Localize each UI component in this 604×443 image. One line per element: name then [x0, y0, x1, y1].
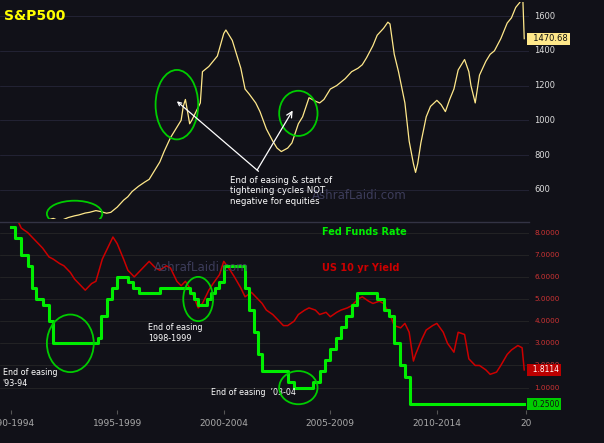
Text: 1.8114: 1.8114 — [528, 365, 559, 374]
Text: S&P500: S&P500 — [4, 9, 66, 23]
Text: End of easing
1998-1999: End of easing 1998-1999 — [148, 323, 202, 342]
Text: 4.0000: 4.0000 — [535, 318, 560, 324]
Text: 1600: 1600 — [535, 12, 556, 21]
Text: End of easing  ’03-04: End of easing ’03-04 — [211, 388, 297, 396]
Text: AshrafLaidi.com: AshrafLaidi.com — [153, 261, 248, 274]
Text: Fed Funds Rate: Fed Funds Rate — [323, 227, 407, 237]
Text: 1200: 1200 — [535, 81, 556, 90]
Text: End of easing
'93-94: End of easing '93-94 — [2, 369, 57, 388]
Text: End of easing & start of
tightening cycles NOT
negative for equities: End of easing & start of tightening cycl… — [178, 102, 332, 206]
Text: AshrafLaidi.com: AshrafLaidi.com — [312, 189, 406, 202]
Text: 7.0000: 7.0000 — [535, 252, 560, 258]
Text: 600: 600 — [535, 185, 550, 194]
Text: 3.0000: 3.0000 — [535, 340, 560, 346]
Text: 1470.68: 1470.68 — [528, 34, 568, 43]
Text: 1400: 1400 — [535, 47, 556, 55]
Text: 5.0000: 5.0000 — [535, 296, 560, 302]
Text: 6.0000: 6.0000 — [535, 274, 560, 280]
Text: 8.0000: 8.0000 — [535, 229, 560, 236]
Text: 1.0000: 1.0000 — [535, 385, 560, 391]
Text: 0.2500: 0.2500 — [528, 400, 560, 409]
Text: 2.0000: 2.0000 — [535, 362, 560, 369]
Text: 1000: 1000 — [535, 116, 556, 125]
Text: 800: 800 — [535, 151, 550, 159]
Text: US 10 yr Yield: US 10 yr Yield — [323, 263, 400, 273]
